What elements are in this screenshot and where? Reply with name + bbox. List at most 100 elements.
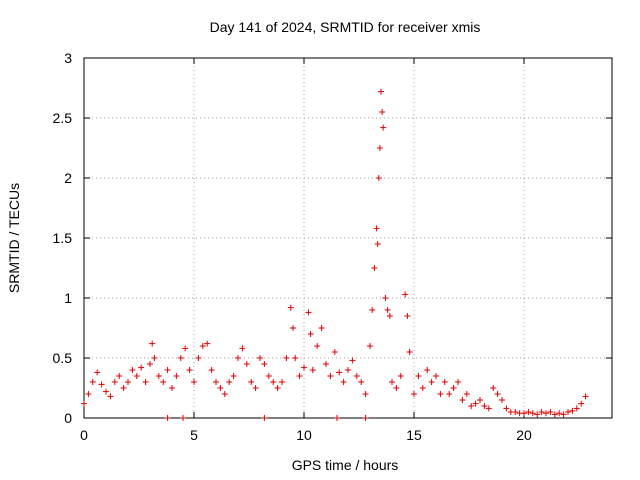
data-point (378, 88, 384, 95)
data-point (404, 313, 411, 319)
data-point (107, 393, 114, 400)
data-point (375, 175, 382, 181)
data-point (569, 407, 576, 414)
data-point (292, 355, 299, 361)
x-tick-label: 5 (190, 427, 198, 443)
data-point (380, 124, 387, 131)
data-point (318, 325, 325, 331)
data-point (314, 343, 321, 349)
x-tick-label: 0 (80, 427, 88, 443)
data-point (301, 364, 307, 371)
data-point (573, 405, 580, 412)
data-point (186, 367, 193, 373)
data-point (376, 145, 383, 151)
data-point (494, 391, 501, 397)
data-point (415, 373, 422, 379)
x-tick-label: 10 (296, 427, 312, 443)
data-point (160, 379, 167, 385)
data-point (142, 379, 149, 385)
data-point (116, 373, 123, 379)
data-point (230, 373, 237, 379)
data-point (204, 340, 211, 347)
data-point (149, 340, 156, 347)
data-point (578, 400, 585, 407)
data-point (331, 349, 338, 355)
data-point (433, 373, 439, 379)
data-point (450, 385, 457, 391)
data-point (503, 405, 510, 412)
data-point (169, 385, 175, 391)
data-point (309, 367, 316, 373)
data-point (98, 381, 105, 388)
data-point (307, 331, 314, 337)
data-point (538, 409, 545, 415)
data-point (129, 367, 136, 373)
y-tick-label: 2 (64, 170, 72, 186)
data-point (252, 385, 259, 391)
data-point (477, 397, 483, 403)
data-point (463, 391, 470, 397)
data-point (358, 379, 365, 385)
data-point (334, 415, 340, 421)
data-point (182, 345, 189, 352)
chart-title: Day 141 of 2024, SRMTID for receiver xmi… (210, 19, 481, 35)
data-point (290, 325, 296, 331)
data-point (393, 385, 400, 391)
data-point (305, 309, 312, 316)
data-point (402, 291, 409, 298)
data-point (111, 379, 118, 385)
data-point (180, 415, 186, 421)
y-axis-label: SRMTID / TECUs (6, 183, 22, 293)
data-point (362, 391, 369, 397)
data-point (455, 379, 461, 385)
data-points (81, 88, 589, 421)
data-point (411, 391, 417, 397)
data-point (103, 388, 109, 395)
data-point (340, 379, 347, 385)
data-point (468, 403, 475, 409)
data-point (374, 241, 381, 247)
y-tick-label: 0.5 (53, 350, 73, 366)
data-point (173, 373, 180, 379)
data-point (419, 385, 426, 391)
y-tick-label: 1 (64, 290, 72, 306)
data-point (235, 355, 241, 361)
data-point (428, 379, 435, 385)
x-axis-label: GPS time / hours (292, 457, 399, 473)
data-point (239, 345, 246, 352)
data-point (195, 355, 202, 361)
data-point (367, 343, 373, 349)
x-tick-label: 15 (406, 427, 422, 443)
data-point (582, 393, 589, 400)
data-point (265, 373, 272, 379)
data-point (345, 367, 351, 373)
data-point (323, 361, 329, 367)
data-point (94, 369, 101, 376)
data-point (248, 379, 255, 385)
data-point (336, 369, 343, 376)
data-point (386, 313, 393, 319)
data-point (133, 373, 140, 379)
data-point (382, 295, 389, 301)
data-point (371, 265, 378, 271)
data-point (138, 364, 145, 371)
data-point (199, 343, 206, 349)
data-point (296, 373, 303, 379)
data-point (261, 361, 268, 367)
data-point (353, 373, 360, 379)
data-point (560, 411, 567, 418)
data-point (151, 355, 158, 361)
data-point (155, 373, 162, 379)
x-tick-label: 20 (516, 427, 532, 443)
data-point (424, 367, 431, 373)
data-point (499, 397, 505, 403)
data-point (547, 409, 554, 415)
data-point (441, 379, 448, 385)
data-point (89, 379, 96, 385)
data-point (521, 410, 527, 417)
data-point (287, 304, 294, 311)
data-point (485, 405, 492, 412)
data-point (459, 397, 466, 403)
data-point (147, 361, 153, 367)
data-point (120, 385, 127, 391)
